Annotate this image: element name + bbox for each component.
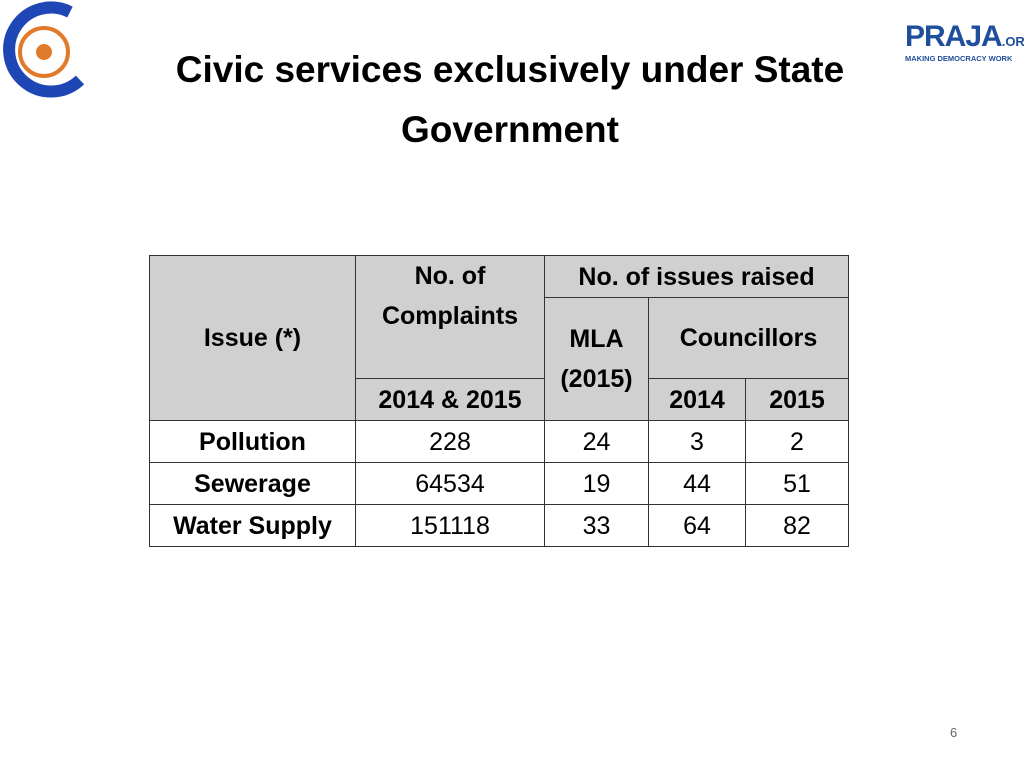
logo-arc <box>3 1 85 98</box>
header-cell: 2014 <box>648 378 746 421</box>
header-cell: No. of Complaints <box>355 255 545 379</box>
table-cell: 64534 <box>355 462 545 505</box>
data-table: Issue (*) No. of Complaints No. of issue… <box>149 255 849 547</box>
logo-tagline: MAKING DEMOCRACY WORK <box>905 54 1013 63</box>
table-cell: 82 <box>745 504 849 547</box>
table-row: Sewerage 64534 19 44 51 <box>149 462 849 505</box>
table-cell: 19 <box>544 462 649 505</box>
logo-emblem <box>3 1 85 98</box>
header-cell: No. of issues raised <box>544 255 849 298</box>
table-cell: 64 <box>648 504 746 547</box>
logo-name: PRAJA <box>905 20 1003 53</box>
row-label: Pollution <box>149 420 356 463</box>
table-row: Water Supply 151118 33 64 82 <box>149 504 849 547</box>
table-cell: 51 <box>745 462 849 505</box>
slide-title: Civic services exclusively under State G… <box>175 49 845 150</box>
header-cell: MLA (2015) <box>544 297 649 421</box>
header-cell: Issue (*) <box>149 255 356 421</box>
page-number: 6 <box>950 725 958 740</box>
table-cell: 33 <box>544 504 649 547</box>
table-cell: 2 <box>745 420 849 463</box>
table-body: Pollution 228 24 3 2 Sewerage 64534 19 44 51 Water… <box>149 420 849 547</box>
logo-core <box>36 44 52 60</box>
row-label: Sewerage <box>149 462 356 505</box>
logo-suffix: .ORG <box>1001 34 1024 49</box>
row-label: Water Supply <box>149 504 356 547</box>
praja-logo: PRAJA.ORG MAKING DEMOCRACY WORK <box>905 20 1024 63</box>
header-cell: 2014 & 2015 <box>355 378 545 421</box>
table-cell: 24 <box>544 420 649 463</box>
table-row: Pollution 228 24 3 2 <box>149 420 849 463</box>
header-cell: 2015 <box>745 378 849 421</box>
header-cell: Councillors <box>648 297 849 379</box>
table-cell: 228 <box>355 420 545 463</box>
table-cell: 44 <box>648 462 746 505</box>
table-cell: 151118 <box>355 504 545 547</box>
table-cell: 3 <box>648 420 746 463</box>
